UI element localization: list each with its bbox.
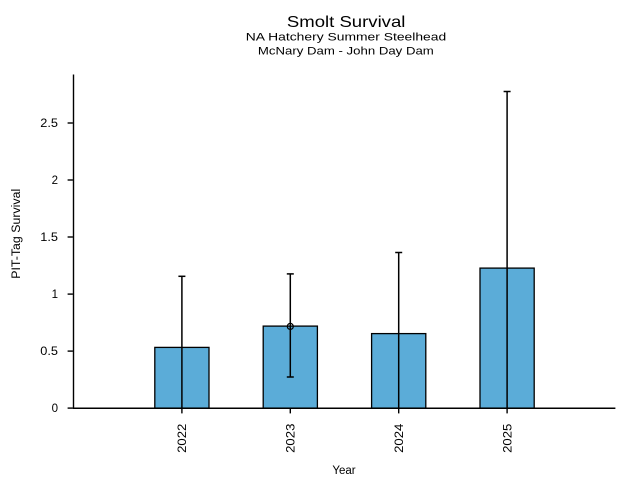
svg-text:Smolt Survival: Smolt Survival bbox=[287, 14, 406, 31]
svg-text:1.5: 1.5 bbox=[40, 232, 58, 244]
svg-text:2.5: 2.5 bbox=[40, 118, 58, 130]
svg-text:McNary Dam - John Day Dam: McNary Dam - John Day Dam bbox=[258, 46, 434, 58]
svg-text:0.5: 0.5 bbox=[40, 346, 58, 358]
svg-text:2: 2 bbox=[52, 175, 58, 187]
svg-text:2025: 2025 bbox=[502, 424, 514, 453]
svg-text:2023: 2023 bbox=[286, 424, 298, 453]
svg-text:1: 1 bbox=[52, 289, 58, 301]
svg-text:Year: Year bbox=[332, 465, 355, 477]
svg-text:2024: 2024 bbox=[394, 423, 406, 453]
svg-text:NA Hatchery Summer Steelhead: NA Hatchery Summer Steelhead bbox=[246, 32, 446, 44]
svg-text:0: 0 bbox=[52, 403, 58, 415]
svg-text:2022: 2022 bbox=[177, 424, 189, 453]
svg-text:PIT-Tag Survival: PIT-Tag Survival bbox=[11, 189, 23, 279]
